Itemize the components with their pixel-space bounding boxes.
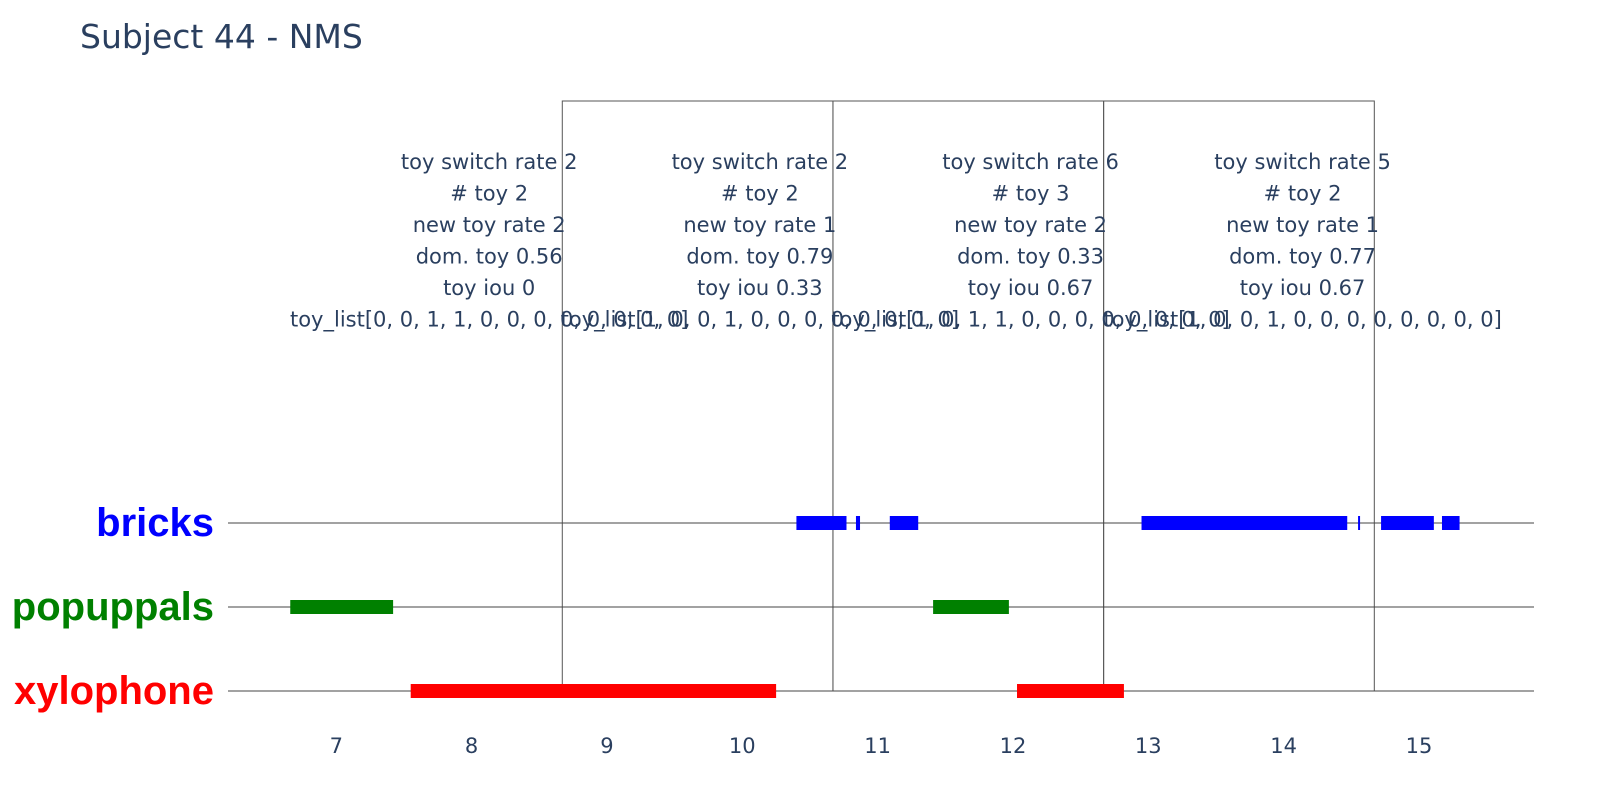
x-tick-label: 9 bbox=[600, 734, 613, 758]
interval-bar bbox=[855, 516, 861, 530]
interval-bars bbox=[290, 516, 1460, 698]
annotation-line: toy switch rate 5 bbox=[1214, 150, 1391, 174]
annotation-line: toy iou 0 bbox=[443, 276, 535, 300]
annotation-line: # toy 2 bbox=[1264, 182, 1342, 206]
annotation-line: toy_list[1, 0, 0, 1, 0, 0, 0, 0, 0, 0, 0… bbox=[561, 308, 959, 333]
annotation-line: new toy rate 2 bbox=[954, 213, 1107, 237]
interval-bar bbox=[796, 516, 847, 530]
annotation-line: toy switch rate 6 bbox=[942, 150, 1119, 174]
annotation-line: dom. toy 0.33 bbox=[957, 245, 1104, 269]
annotation-line: toy iou 0.33 bbox=[697, 276, 823, 300]
x-tick-label: 11 bbox=[864, 734, 891, 758]
annotation-line: # toy 2 bbox=[450, 182, 528, 206]
y-label-bricks: bricks bbox=[96, 501, 214, 545]
annotation-line: toy_list[1, 0, 0, 1, 0, 0, 0, 0, 0, 0, 0… bbox=[1103, 308, 1501, 333]
annotation-line: toy switch rate 2 bbox=[672, 150, 849, 174]
annotation-line: dom. toy 0.79 bbox=[686, 245, 833, 269]
annotation-line: # toy 3 bbox=[992, 182, 1070, 206]
chart-title: Subject 44 - NMS bbox=[80, 17, 363, 56]
interval-bar bbox=[1358, 516, 1361, 530]
interval-bar bbox=[933, 600, 1009, 614]
x-tick-label: 7 bbox=[330, 734, 343, 758]
x-tick-label: 10 bbox=[729, 734, 756, 758]
annotation-line: dom. toy 0.77 bbox=[1229, 245, 1376, 269]
interval-bar bbox=[1441, 516, 1460, 530]
annotation-line: new toy rate 1 bbox=[683, 213, 836, 237]
interval-bar bbox=[1017, 684, 1124, 698]
annotation-line: toy switch rate 2 bbox=[401, 150, 578, 174]
annotation-line: new toy rate 1 bbox=[1226, 213, 1379, 237]
y-label-xylophone: xylophone bbox=[14, 669, 214, 713]
x-tick-label: 14 bbox=[1270, 734, 1297, 758]
annotation-line: toy iou 0.67 bbox=[968, 276, 1094, 300]
category-lines bbox=[228, 522, 1534, 692]
x-axis-ticks: 7 8 9 10 11 12 13 14 15 bbox=[330, 734, 1433, 758]
annotation-line: toy_list[0, 0, 1, 1, 0, 0, 0, 0, 0, 0, 0… bbox=[290, 308, 688, 333]
x-tick-label: 15 bbox=[1406, 734, 1433, 758]
annotation-line: # toy 2 bbox=[721, 182, 799, 206]
x-tick-label: 12 bbox=[1000, 734, 1027, 758]
interval-bar bbox=[889, 516, 919, 530]
annotation-line: new toy rate 2 bbox=[413, 213, 566, 237]
annotation-line: toy_list[1, 0, 1, 1, 0, 0, 0, 0, 0, 0, 0… bbox=[831, 308, 1229, 333]
interval-bar bbox=[1141, 516, 1348, 530]
y-axis-labels: bricks popuppals xylophone bbox=[12, 501, 214, 713]
y-label-popuppals: popuppals bbox=[12, 585, 214, 629]
x-tick-label: 13 bbox=[1135, 734, 1162, 758]
interval-bar bbox=[1381, 516, 1434, 530]
x-tick-label: 8 bbox=[465, 734, 478, 758]
interval-bar bbox=[410, 684, 777, 698]
interval-bar bbox=[290, 600, 394, 614]
window-annotations: toy switch rate 2 # toy 2 new toy rate 2 do… bbox=[290, 150, 1502, 333]
annotation-line: dom. toy 0.56 bbox=[416, 245, 563, 269]
annotation-line: toy iou 0.67 bbox=[1240, 276, 1366, 300]
